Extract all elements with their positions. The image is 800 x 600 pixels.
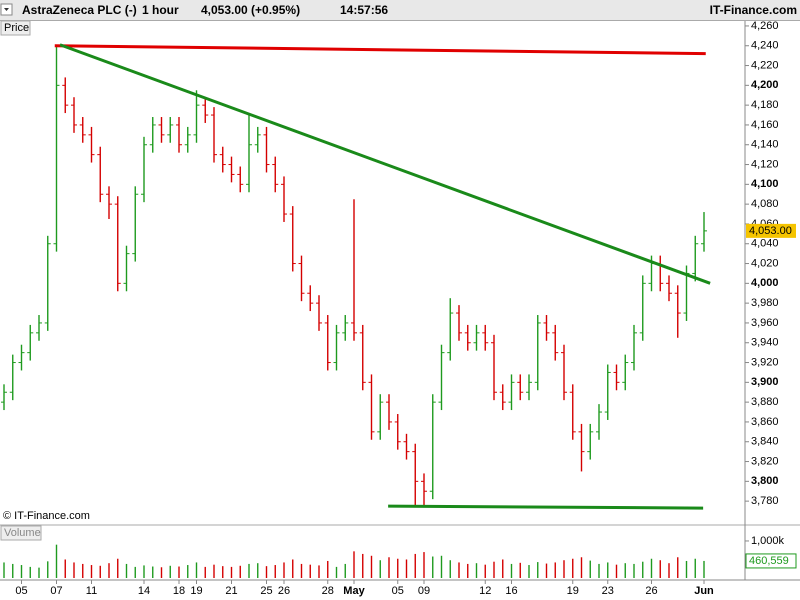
x-tick-label: 26 <box>278 585 290 597</box>
x-tick-label: Jun <box>694 585 714 597</box>
y-tick-label: 4,000 <box>751 277 779 289</box>
x-tick-label: 05 <box>392 585 404 597</box>
x-tick-label: 07 <box>50 585 62 597</box>
price-flag-label: 4,053.00 <box>749 225 792 237</box>
y-tick-label: 3,960 <box>751 317 779 329</box>
x-tick-label: 19 <box>567 585 579 597</box>
title: AstraZeneca PLC (-) <box>22 3 137 17</box>
volume-label: Volume <box>4 527 41 539</box>
y-tick-label: 4,040 <box>751 238 779 250</box>
x-tick-label: 16 <box>505 585 517 597</box>
x-tick-label: 18 <box>173 585 185 597</box>
x-tick-label: 09 <box>418 585 430 597</box>
x-tick-label: May <box>343 585 365 597</box>
volume-tick-label: 1,000k <box>751 535 785 547</box>
divider <box>0 20 800 21</box>
y-tick-label: 3,940 <box>751 337 779 349</box>
y-tick-label: 4,180 <box>751 99 779 111</box>
y-tick-label: 4,240 <box>751 40 779 52</box>
y-tick-label: 3,840 <box>751 436 779 448</box>
y-tick-label: 4,120 <box>751 158 779 170</box>
y-tick-label: 4,160 <box>751 119 779 131</box>
time: 14:57:56 <box>340 3 388 17</box>
brand: IT-Finance.com <box>710 3 797 17</box>
volume-flag <box>745 553 797 569</box>
x-tick-label: 26 <box>645 585 657 597</box>
price-label: Price <box>4 22 29 34</box>
y-tick-label: 3,980 <box>751 297 779 309</box>
x-tick-label: 19 <box>190 585 202 597</box>
y-tick-label: 3,900 <box>751 376 779 388</box>
y-tick-label: 4,080 <box>751 198 779 210</box>
y-tick-label: 3,780 <box>751 495 779 507</box>
x-tick-label: 14 <box>138 585 150 597</box>
x-tick-label: 23 <box>602 585 614 597</box>
trendline <box>59 43 711 285</box>
x-tick-label: 12 <box>479 585 491 597</box>
quote: 4,053.00 (+0.95%) <box>201 3 300 17</box>
volume-tag <box>0 525 42 541</box>
header-bar <box>0 0 800 20</box>
trendline <box>54 44 706 56</box>
trendline <box>388 504 704 510</box>
y-tick-label: 4,220 <box>751 59 779 71</box>
x-tick-label: 21 <box>225 585 237 597</box>
price-flag <box>746 223 796 238</box>
x-tick-label: 11 <box>86 585 97 597</box>
x-tick-label: 25 <box>260 585 272 597</box>
x-tick-label: 28 <box>322 585 334 597</box>
menu-arrow <box>4 8 9 11</box>
y-tick-label: 4,260 <box>751 20 779 32</box>
y-tick-label: 4,200 <box>751 79 779 91</box>
y-tick-label: 4,020 <box>751 257 779 269</box>
y-tick-label: 3,860 <box>751 416 779 428</box>
price-tag <box>0 20 31 36</box>
y-tick-label: 4,140 <box>751 139 779 151</box>
y-tick-label: 3,820 <box>751 455 779 467</box>
y-tick-label: 3,880 <box>751 396 779 408</box>
y-tick-label: 3,920 <box>751 356 779 368</box>
y-tick-label: 3,800 <box>751 475 779 487</box>
y-tick-label: 4,100 <box>751 178 779 190</box>
volume-flag-label: 460,559 <box>749 555 789 567</box>
copyright: © IT-Finance.com <box>3 510 90 522</box>
interval: 1 hour <box>142 3 179 17</box>
x-tick-label: 05 <box>15 585 27 597</box>
